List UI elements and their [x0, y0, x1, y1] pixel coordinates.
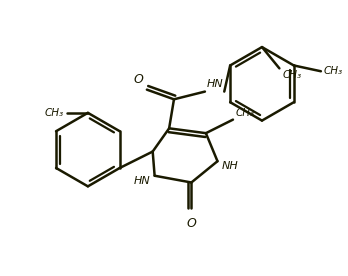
Text: HN: HN: [134, 176, 151, 185]
Text: CH₃: CH₃: [236, 108, 255, 118]
Text: HN: HN: [207, 79, 224, 89]
Text: O: O: [187, 217, 196, 230]
Text: CH₃: CH₃: [45, 108, 64, 118]
Text: NH: NH: [221, 161, 238, 171]
Text: CH₃: CH₃: [282, 70, 301, 80]
Text: O: O: [133, 73, 143, 86]
Text: CH₃: CH₃: [324, 66, 343, 76]
